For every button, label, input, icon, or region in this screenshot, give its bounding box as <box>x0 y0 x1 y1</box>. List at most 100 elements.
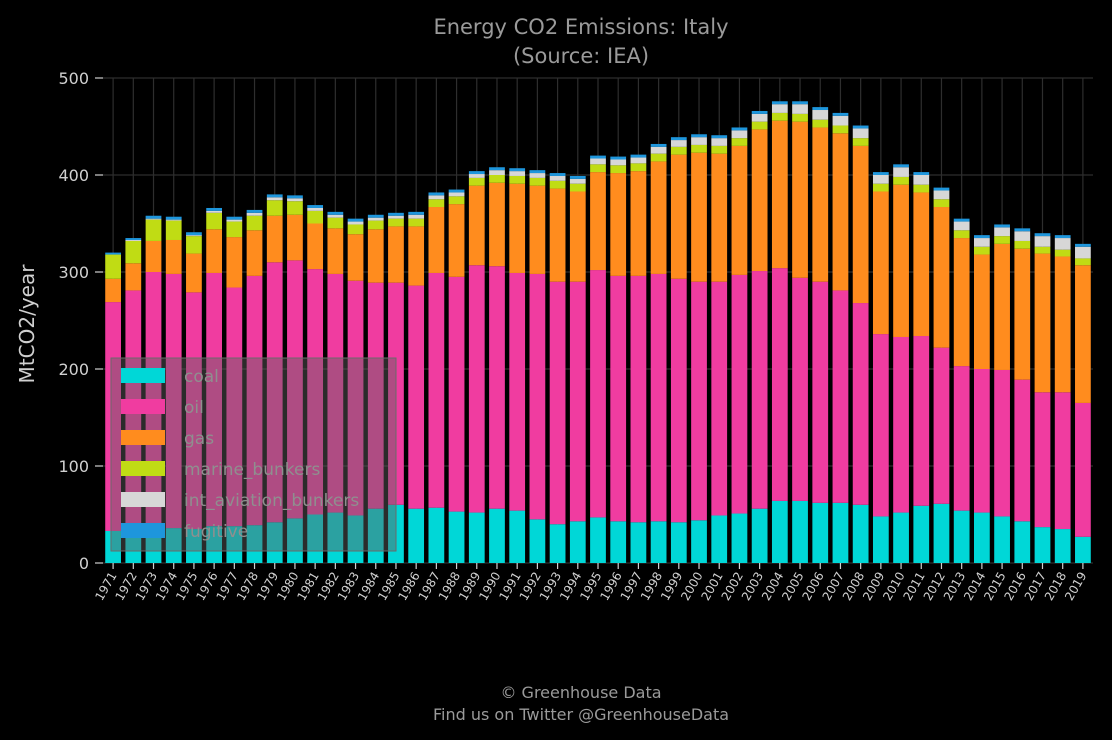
bar-segment-coal-1979 <box>266 522 283 563</box>
bar-segment-coal-2015 <box>994 516 1010 563</box>
bar-segment-fugitive-1996 <box>610 156 627 160</box>
bar-segment-coal-1990 <box>489 508 505 563</box>
bar-segment-gas-2014 <box>974 254 990 369</box>
bar-segment-oil-2008 <box>852 303 869 505</box>
bar-segment-fugitive-2019 <box>1075 243 1091 247</box>
bar-segment-coal-2002 <box>731 513 748 563</box>
bar-segment-gas-2017 <box>1034 253 1051 393</box>
y-tick-label: 500 <box>58 69 89 88</box>
bar-segment-fugitive-1987 <box>428 192 445 196</box>
bar-segment-int_aviation_bunkers-1975 <box>186 235 202 237</box>
footer-twitter: Find us on Twitter @GreenhouseData <box>433 705 729 724</box>
bar-segment-int_aviation_bunkers-1978 <box>246 212 263 216</box>
bar-segment-int_aviation_bunkers-1988 <box>448 192 465 197</box>
bar-segment-fugitive-1990 <box>489 167 505 171</box>
bar-segment-int_aviation_bunkers-2001 <box>711 138 728 146</box>
bar-segment-int_aviation_bunkers-2015 <box>994 227 1010 237</box>
bar-segment-oil-2018 <box>1054 392 1071 530</box>
bar-segment-gas-2015 <box>994 243 1010 370</box>
bar-segment-marine_bunkers-1972 <box>125 240 142 264</box>
bar-segment-fugitive-1999 <box>670 137 687 141</box>
bar-segment-marine_bunkers-1981 <box>307 210 324 224</box>
bar-segment-int_aviation_bunkers-1994 <box>569 178 586 184</box>
bar-segment-int_aviation_bunkers-1995 <box>590 158 606 165</box>
bar-segment-coal-1984 <box>367 508 384 563</box>
bar-segment-int_aviation_bunkers-2018 <box>1054 238 1071 250</box>
bar-segment-gas-1993 <box>549 188 566 282</box>
chart-title: Energy CO2 Emissions: Italy <box>433 15 728 39</box>
bar-segment-coal-1978 <box>246 525 263 563</box>
bar-segment-coal-1989 <box>468 512 485 563</box>
bar-segment-fugitive-1973 <box>145 215 162 219</box>
bar-segment-coal-1991 <box>509 510 526 563</box>
bar-segment-gas-1996 <box>610 173 627 276</box>
legend-label-int_aviation_bunkers: int_aviation_bunkers <box>184 491 359 511</box>
bar-segment-int_aviation_bunkers-1993 <box>549 175 566 181</box>
bar-segment-fugitive-2014 <box>974 235 990 239</box>
bar-segment-marine_bunkers-1983 <box>347 224 364 235</box>
bar-segment-gas-2006 <box>812 127 829 282</box>
bar-segment-marine_bunkers-1993 <box>549 180 566 189</box>
bar-segment-int_aviation_bunkers-2013 <box>953 221 970 231</box>
bar-segment-gas-2018 <box>1054 256 1071 393</box>
bar-segment-int_aviation_bunkers-1990 <box>489 170 505 175</box>
bar-segment-oil-2012 <box>933 347 950 504</box>
bar-segment-oil-1997 <box>630 275 647 523</box>
bar-segment-coal-2010 <box>893 512 909 563</box>
bar-segment-gas-1995 <box>590 172 606 271</box>
bar-segment-oil-1987 <box>428 272 445 508</box>
bar-segment-int_aviation_bunkers-1980 <box>287 198 303 202</box>
bar-segment-fugitive-1976 <box>206 207 222 211</box>
bar-segment-coal-2016 <box>1014 521 1031 563</box>
bar-segment-gas-1981 <box>307 223 324 270</box>
bar-segment-int_aviation_bunkers-1997 <box>630 157 647 164</box>
bar-segment-coal-1992 <box>529 519 546 563</box>
bar-segment-marine_bunkers-2005 <box>792 113 808 122</box>
bar-segment-marine_bunkers-1992 <box>529 177 546 186</box>
bar-segment-oil-2004 <box>771 268 788 501</box>
bar-segment-int_aviation_bunkers-2010 <box>893 167 909 177</box>
bars <box>105 101 1091 563</box>
bar-segment-fugitive-2018 <box>1054 235 1071 239</box>
bar-segment-fugitive-1978 <box>246 209 263 213</box>
bar-segment-oil-1981 <box>307 269 324 515</box>
bar-segment-gas-1986 <box>408 226 425 286</box>
bar-segment-oil-1982 <box>327 273 344 513</box>
bar-segment-fugitive-2004 <box>771 101 788 105</box>
bar-segment-oil-1991 <box>509 272 526 511</box>
bar-segment-coal-1975 <box>186 529 202 563</box>
bar-segment-oil-1998 <box>650 273 667 522</box>
bar-segment-gas-1985 <box>388 226 404 283</box>
bar-segment-oil-1980 <box>287 260 303 519</box>
bar-segment-marine_bunkers-1985 <box>388 218 404 227</box>
bar-segment-coal-2012 <box>933 503 950 563</box>
legend-label-coal: coal <box>184 367 219 387</box>
bar-segment-marine_bunkers-1982 <box>327 217 344 229</box>
bar-segment-marine_bunkers-1995 <box>590 164 606 173</box>
legend-swatch-fugitive <box>121 523 165 538</box>
bar-segment-marine_bunkers-1999 <box>670 146 687 155</box>
bar-segment-gas-2000 <box>691 152 707 282</box>
bar-segment-marine_bunkers-1975 <box>186 236 202 254</box>
bar-segment-int_aviation_bunkers-1972 <box>125 239 142 241</box>
bar-segment-oil-1977 <box>226 287 243 527</box>
bar-segment-marine_bunkers-1974 <box>165 220 182 240</box>
bar-segment-int_aviation_bunkers-1985 <box>388 215 404 219</box>
bar-segment-int_aviation_bunkers-1973 <box>145 218 162 220</box>
bar-segment-coal-1971 <box>105 530 121 563</box>
bar-segment-oil-1984 <box>367 282 384 509</box>
bar-segment-coal-2019 <box>1075 536 1091 563</box>
bar-segment-oil-1976 <box>206 272 222 527</box>
bar-segment-gas-2009 <box>872 191 889 335</box>
bar-segment-int_aviation_bunkers-2002 <box>731 130 748 139</box>
bar-segment-int_aviation_bunkers-1989 <box>468 174 485 178</box>
bar-segment-gas-1994 <box>569 191 586 282</box>
bar-segment-gas-2002 <box>731 145 748 275</box>
bar-segment-oil-2001 <box>711 281 728 516</box>
bar-segment-oil-1993 <box>549 281 566 525</box>
bar-segment-int_aviation_bunkers-1982 <box>327 214 344 218</box>
bar-segment-gas-1977 <box>226 237 243 288</box>
bar-segment-coal-2009 <box>872 516 889 563</box>
bar-segment-fugitive-1975 <box>186 232 202 236</box>
bar-segment-int_aviation_bunkers-2000 <box>691 137 707 145</box>
